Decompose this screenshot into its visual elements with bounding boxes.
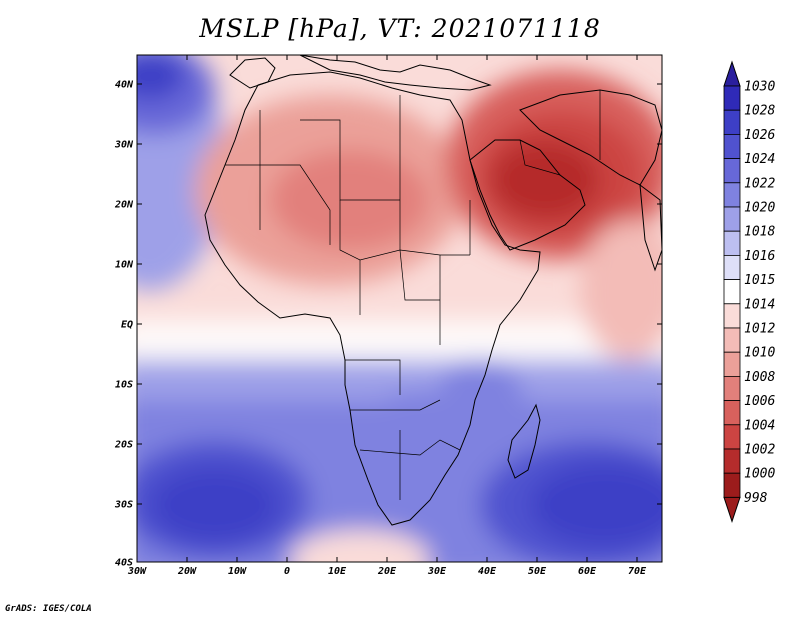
colorbar-segment xyxy=(723,109,741,135)
lat-tick-label: 10N xyxy=(115,260,134,271)
colorbar-label: 1000 xyxy=(744,467,775,482)
colorbar-label: 1022 xyxy=(744,176,775,191)
map-title: MSLP [hPa], VT: 2021071118 xyxy=(199,14,601,43)
colorbar-label: 1008 xyxy=(744,370,775,385)
country-borders xyxy=(225,90,601,500)
lon-tick-label: 20W xyxy=(177,566,197,577)
lat-tick-label: 30N xyxy=(114,140,134,151)
grads-credit: GrADS: IGES/COLA xyxy=(5,604,92,614)
lat-tick-label: 40N xyxy=(115,80,134,91)
colorbar-segment xyxy=(723,351,741,377)
lat-tick-label: 20N xyxy=(114,200,134,211)
colorbar-segment xyxy=(723,400,741,426)
colorbar-bottom-arrow xyxy=(723,496,741,523)
lat-tick-label: EQ xyxy=(121,320,133,331)
colorbar-label: 1030 xyxy=(744,80,775,95)
colorbar-segment xyxy=(723,448,741,474)
lon-tick-label: 50E xyxy=(528,566,547,577)
colorbar-label: 1006 xyxy=(744,394,775,409)
lon-tick-label: 0 xyxy=(284,566,290,577)
colorbar-segment xyxy=(723,279,741,305)
colorbar-label: 1024 xyxy=(744,152,775,167)
colorbar: 1030 1028 1026 1024 1022 1020 1018 1016 1015 1014… xyxy=(723,60,775,523)
colorbar-segment xyxy=(723,375,741,401)
colorbar-label: 1012 xyxy=(744,322,775,337)
colorbar-label: 1020 xyxy=(744,201,775,216)
lon-tick-label: 10E xyxy=(328,566,347,577)
colorbar-label: 998 xyxy=(744,491,768,506)
lat-tick-label: 30S xyxy=(114,500,133,511)
colorbar-label: 1014 xyxy=(744,297,775,312)
lon-tick-label: 60E xyxy=(578,566,597,577)
colorbar-segment xyxy=(723,85,741,111)
colorbar-segment xyxy=(723,472,741,498)
pressure-field xyxy=(137,55,662,562)
colorbar-segment xyxy=(723,424,741,450)
colorbar-segment xyxy=(723,133,741,159)
colorbar-segment xyxy=(723,182,741,208)
colorbar-segment xyxy=(723,327,741,353)
colorbar-top-arrow xyxy=(723,60,741,87)
colorbar-label: 1016 xyxy=(744,249,775,264)
colorbar-segment xyxy=(723,303,741,329)
colorbar-segment xyxy=(723,230,741,256)
colorbar-label: 1028 xyxy=(744,104,775,119)
colorbar-segment xyxy=(723,158,741,184)
lon-tick-label: 20E xyxy=(377,566,397,577)
colorbar-label: 1026 xyxy=(744,128,775,143)
colorbar-segment xyxy=(723,254,741,280)
colorbar-label: 1004 xyxy=(744,418,775,433)
colorbar-label: 1010 xyxy=(744,346,775,361)
colorbar-label: 1002 xyxy=(744,443,775,458)
lat-tick-label: 20S xyxy=(114,440,133,451)
lat-tick-label: 40S xyxy=(115,558,133,569)
lat-tick-label: 10S xyxy=(115,380,133,391)
lon-tick-label: 40E xyxy=(478,566,497,577)
colorbar-segment xyxy=(723,206,741,232)
colorbar-label: 1018 xyxy=(744,225,775,240)
lon-tick-label: 30W xyxy=(127,566,147,577)
latitude-axis: 40N 30N 20N 10N EQ 10S 20S 30S 40S xyxy=(114,80,662,569)
longitude-axis: 30W 20W 10W 0 10E 20E 30E 40E 50E 60E 70E xyxy=(127,55,647,577)
plot-frame xyxy=(136,54,663,563)
lon-tick-label: 10W xyxy=(228,566,247,577)
lon-tick-label: 70E xyxy=(628,566,647,577)
colorbar-label: 1015 xyxy=(744,273,775,288)
lon-tick-label: 30E xyxy=(427,566,447,577)
